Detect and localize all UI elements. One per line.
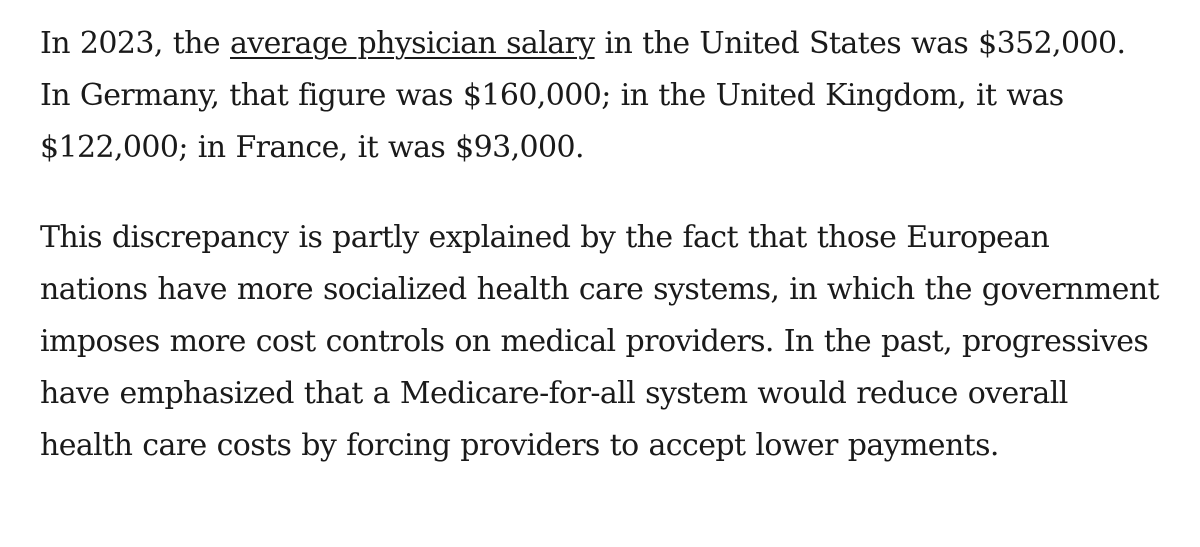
paragraph-1-intro: In 2023, the bbox=[40, 26, 230, 61]
article-body: In 2023, the average physician salary in… bbox=[40, 18, 1160, 472]
average-physician-salary-link[interactable]: average physician salary bbox=[230, 26, 595, 61]
paragraph-1-rest: in the United States was $352,000. In Ge… bbox=[40, 26, 1126, 165]
paragraph-discrepancy-explanation: This discrepancy is partly explained by … bbox=[40, 220, 1160, 463]
paragraph-salary-comparison: In 2023, the average physician salary in… bbox=[40, 18, 1160, 174]
